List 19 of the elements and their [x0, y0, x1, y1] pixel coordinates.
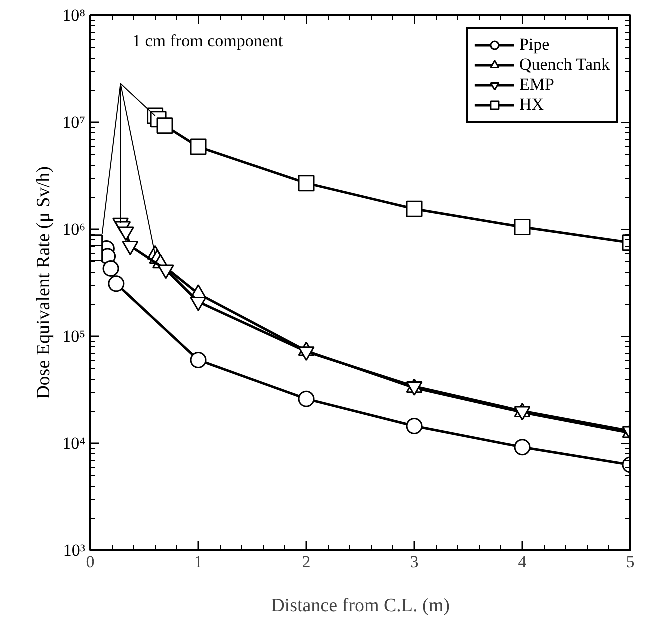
- y-tick-label: 10⁶: [62, 220, 86, 239]
- x-tick-label: 3: [410, 552, 419, 572]
- x-tick-label: 1: [194, 552, 203, 572]
- x-tick-label: 2: [302, 552, 311, 572]
- legend-label: Pipe: [519, 35, 550, 55]
- y-tick-label: 10⁸: [62, 6, 86, 25]
- y-tick-label: 10⁴: [62, 434, 86, 453]
- y-tick-label: 10⁷: [62, 113, 86, 132]
- x-tick-label: 0: [86, 552, 95, 572]
- legend-label: Quench Tank: [519, 55, 610, 75]
- legend-label: EMP: [519, 75, 554, 95]
- x-axis-title: Distance from C.L. (m): [271, 596, 450, 616]
- annotation: 1 cm from component: [132, 32, 284, 50]
- legend-label: HX: [519, 95, 544, 115]
- y-axis-title: Dose Equivalent Rate (μ Sv/h): [34, 166, 55, 400]
- y-tick-label: 10³: [63, 541, 86, 560]
- y-tick-label: 10⁵: [62, 327, 86, 346]
- x-tick-label: 4: [518, 552, 528, 572]
- x-tick-label: 5: [626, 552, 635, 572]
